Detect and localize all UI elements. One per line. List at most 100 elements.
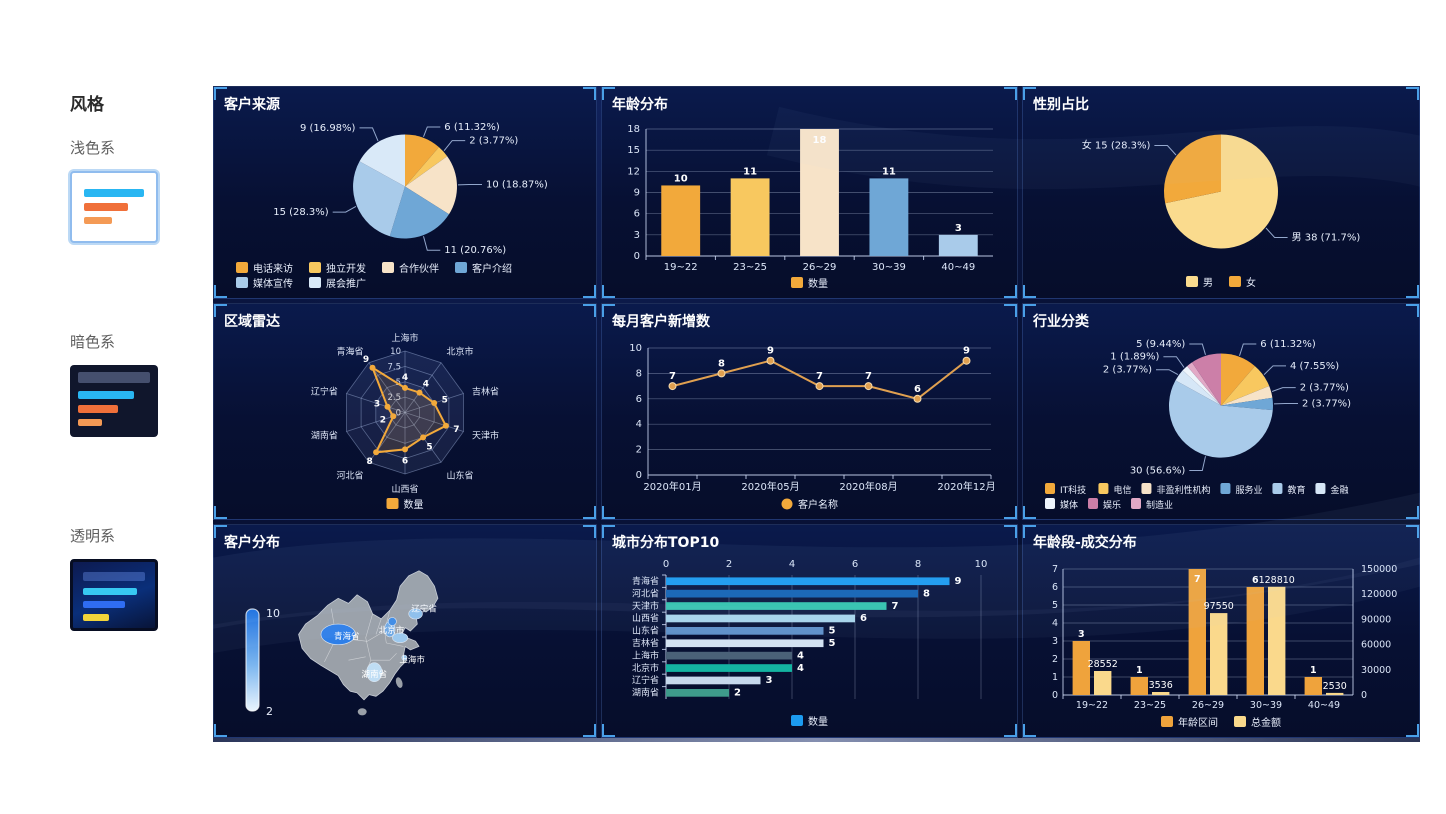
legend-item[interactable]: 客户介绍	[455, 262, 512, 275]
legend-item[interactable]: IT科技	[1045, 483, 1086, 496]
legend-item[interactable]: 独立开发	[309, 262, 366, 275]
svg-text:山东省: 山东省	[632, 625, 659, 637]
corner-bracket	[1004, 724, 1017, 737]
thumb-bar-orange-small	[78, 419, 102, 426]
legend-item[interactable]: 女	[1229, 276, 1256, 289]
legend-item[interactable]: 制造业	[1131, 498, 1173, 511]
gender-ratio-pie-chart: 男 38 (71.7%) 女 15 (28.3%) 男 女	[1082, 134, 1361, 289]
panel-title: 性别占比	[1033, 97, 1089, 113]
svg-text:2020年01月: 2020年01月	[643, 480, 701, 493]
map-province-上海市[interactable]	[401, 654, 408, 661]
legend-item[interactable]: 年龄区间	[1161, 716, 1218, 729]
legend-item[interactable]: 电信	[1098, 483, 1131, 496]
svg-text:120000: 120000	[1361, 589, 1397, 600]
svg-text:8: 8	[366, 457, 372, 467]
svg-text:19~22: 19~22	[1076, 700, 1108, 711]
corner-bracket	[1406, 506, 1419, 519]
map-province-青海省[interactable]	[320, 623, 356, 645]
map-visual-range-bar[interactable]	[245, 608, 260, 712]
svg-text:2020年12月: 2020年12月	[937, 480, 995, 493]
svg-text:2.5: 2.5	[387, 393, 401, 403]
style-option-dark-label: 暗色系	[70, 333, 116, 351]
corner-bracket	[214, 506, 227, 519]
svg-text:0: 0	[663, 559, 669, 570]
svg-text:6: 6	[860, 613, 867, 624]
svg-text:4: 4	[797, 663, 804, 674]
corner-bracket	[583, 525, 596, 538]
panel-customer-map: 客户分布 10 2 青海省 北京市 辽宁省 上海市 湖南省	[213, 524, 597, 738]
svg-text:男: 男	[1203, 277, 1213, 289]
svg-text:5: 5	[442, 396, 448, 406]
style-option-transparent-thumbnail[interactable]	[70, 559, 158, 631]
svg-text:5: 5	[1052, 600, 1058, 611]
svg-text:电话来访: 电话来访	[253, 262, 293, 275]
panel-customer-source: 客户来源 6 (11.32%) 2 (3.77%) 10 (18.87%) 11 (2…	[213, 86, 597, 299]
svg-text:2: 2	[266, 705, 273, 718]
corner-bracket	[214, 724, 227, 737]
legend-item[interactable]: 客户名称	[781, 498, 839, 511]
svg-text:150000: 150000	[1361, 564, 1397, 575]
svg-text:IT科技: IT科技	[1060, 484, 1086, 496]
corner-bracket	[1406, 724, 1419, 737]
panel-title: 行业分类	[1033, 314, 1089, 330]
legend-item[interactable]: 男	[1186, 276, 1213, 289]
legend-item[interactable]: 媒体	[1045, 498, 1078, 511]
svg-text:2020年08月: 2020年08月	[839, 480, 897, 493]
map-province-山东省[interactable]	[392, 632, 409, 643]
map-province-辽宁省[interactable]	[408, 608, 423, 620]
svg-text:上海市: 上海市	[632, 649, 659, 661]
legend-item[interactable]: 合作伙伴	[382, 262, 439, 275]
legend-item[interactable]: 数量	[791, 277, 828, 290]
panel-title: 年龄段-成交分布	[1033, 535, 1137, 551]
svg-text:128810: 128810	[1259, 575, 1295, 586]
style-option-light-thumbnail[interactable]	[70, 171, 158, 243]
svg-text:青海省: 青海省	[337, 345, 364, 357]
legend-item[interactable]: 娱乐	[1088, 498, 1121, 511]
svg-text:展会推广: 展会推广	[326, 277, 366, 290]
svg-text:26~29: 26~29	[1192, 700, 1224, 711]
svg-text:8: 8	[923, 588, 930, 599]
map-province-北京市[interactable]	[387, 617, 397, 626]
corner-bracket	[583, 724, 596, 737]
svg-text:吉林省: 吉林省	[632, 637, 659, 649]
svg-text:11: 11	[882, 166, 896, 177]
corner-bracket	[1023, 724, 1036, 737]
age-distribution-bar-chart: 0 3 6 9 12 15 18 10 19~22 11 23~25 18 26~29 11 30~39 3 4…	[627, 124, 993, 290]
legend-item[interactable]: 展会推广	[309, 277, 366, 290]
legend-item[interactable]: 电话来访	[236, 262, 293, 275]
svg-text:山东省: 山东省	[446, 470, 473, 482]
corner-bracket	[1004, 285, 1017, 298]
style-option-dark: 暗色系	[70, 331, 210, 437]
legend-item[interactable]: 总金额	[1234, 716, 1281, 729]
panel-title: 客户分布	[224, 535, 280, 551]
svg-text:辽宁省: 辽宁省	[311, 386, 338, 398]
svg-text:3: 3	[634, 230, 640, 241]
svg-text:30~39: 30~39	[872, 262, 906, 273]
legend-item[interactable]: 数量	[386, 498, 424, 511]
svg-text:男 38 (71.7%): 男 38 (71.7%)	[1292, 231, 1361, 243]
svg-text:青海省: 青海省	[632, 575, 659, 587]
svg-text:9: 9	[363, 355, 369, 365]
map-province-湖南省[interactable]	[366, 662, 383, 682]
legend-item[interactable]: 金融	[1315, 483, 1348, 496]
svg-text:数量: 数量	[808, 277, 828, 290]
svg-text:97550: 97550	[1204, 601, 1234, 612]
panel-title: 客户来源	[224, 97, 280, 113]
style-option-dark-thumbnail[interactable]	[70, 365, 158, 437]
legend-item[interactable]: 数量	[791, 715, 828, 728]
legend-item[interactable]: 非盈利性机构	[1141, 483, 1210, 496]
legend-item[interactable]: 教育	[1272, 483, 1305, 496]
monthly-new-customers-line-chart: 0 2 4 6 8 10 7 8 9 7 7 6 9 2020年01月 2020年05月 2020年08月 20…	[629, 343, 995, 511]
svg-text:0: 0	[636, 470, 642, 481]
svg-text:10: 10	[266, 607, 280, 620]
legend-item[interactable]: 服务业	[1220, 483, 1262, 496]
legend-item[interactable]: 媒体宣传	[236, 277, 293, 290]
svg-text:合作伙伴: 合作伙伴	[399, 262, 439, 275]
svg-text:23~25: 23~25	[1134, 700, 1166, 711]
corner-bracket	[602, 87, 615, 100]
thumb-bar-cyan	[78, 391, 134, 399]
panel-monthly-new-customers: 每月客户新增数 0 2 4 6 8 10 7 8 9 7 7 6 9 2020年01月 2020年05月 20…	[601, 303, 1018, 520]
corner-bracket	[214, 525, 227, 538]
